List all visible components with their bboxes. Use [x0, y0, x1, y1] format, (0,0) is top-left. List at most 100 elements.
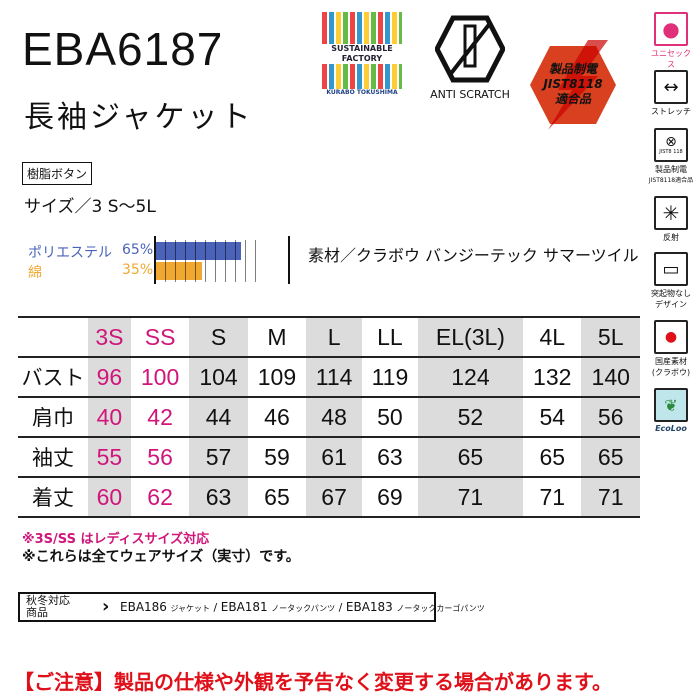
related-list: EBA186 ジャケット / EBA181 ノータックパンツ / EBA183 … [120, 600, 485, 614]
feature-label: ユニセックス [651, 49, 691, 69]
table-header-row: 3S SS S M L LL EL(3L) 4L 5L [18, 316, 640, 358]
size-value: 48 [306, 397, 363, 438]
polyester-pct: 65% [122, 242, 154, 258]
corner-cell [18, 316, 88, 358]
related-label-line: 秋冬対応 [26, 594, 70, 607]
feature-sublabel: デザイン [655, 300, 687, 309]
table-row: 着丈 60 62 63 65 67 69 71 71 71 [18, 477, 640, 518]
cotton-label: 綿 [28, 265, 42, 281]
product-code: EBA6187 [22, 23, 224, 75]
jis-antistatic-logo: 製品制電 JIST8118 適合品 [528, 40, 618, 130]
feature-domestic-material: ● 国産素材 (クラボウ) [648, 320, 694, 378]
feature-reflective: ✳ 反射 [648, 196, 694, 243]
size-value: 61 [306, 437, 363, 478]
logo-text: SUSTAINABLE [331, 44, 393, 53]
sustainable-factory-logo: SUSTAINABLE FACTORY KURABO TOKUSHIMA [322, 12, 402, 96]
divider [288, 236, 290, 284]
size-value: 71 [581, 477, 640, 518]
size-value: 119 [362, 357, 418, 398]
feature-stretch: ↔ ストレッチ [648, 70, 694, 117]
feature-unisex: ● ユニセックス [648, 12, 694, 70]
size-value: 65 [247, 477, 307, 518]
related-code[interactable]: EBA181 [220, 600, 268, 614]
size-value: 55 [88, 437, 131, 478]
size-range: サイズ／3 S～5L [24, 197, 156, 217]
anti-scratch-logo: ANTI SCRATCH [425, 14, 515, 101]
size-value: 65 [523, 437, 582, 478]
size-header: L [306, 316, 363, 358]
size-header: S [189, 316, 248, 358]
related-label: 秋冬対応 商品 [26, 595, 70, 619]
table-row: 袖丈 55 56 57 59 61 63 65 65 65 [18, 437, 640, 478]
related-desc: ノータックパンツ [271, 604, 336, 613]
logo-text: 製品制電 [548, 62, 597, 76]
logo-text: ANTI SCRATCH [430, 88, 510, 101]
logo-text: JIST8118 [543, 77, 603, 91]
related-code[interactable]: EBA186 [120, 600, 167, 614]
size-value: 59 [247, 437, 307, 478]
size-value: 60 [88, 477, 131, 518]
size-value: 114 [306, 357, 363, 398]
feature-sublabel: JIST8118適合品 [648, 177, 694, 184]
antistatic-icon: ⊗ JIST8 118 [654, 128, 688, 162]
size-value: 57 [189, 437, 248, 478]
feature-label: 製品制電 [655, 165, 687, 174]
size-value: 40 [88, 397, 131, 438]
feature-label: 突起物なし [651, 289, 691, 298]
size-value: 63 [189, 477, 248, 518]
size-value: 52 [417, 397, 524, 438]
size-value: 140 [581, 357, 640, 398]
size-value: 56 [581, 397, 640, 438]
stretch-icon: ↔ [654, 70, 688, 104]
size-header: 4L [523, 316, 582, 358]
size-value: 69 [362, 477, 418, 518]
size-value: 63 [362, 437, 418, 478]
size-value: 124 [417, 357, 524, 398]
size-value: 71 [523, 477, 582, 518]
material-composition: ポリエステル 65% 綿 35% [20, 236, 290, 286]
size-value: 104 [189, 357, 248, 398]
actual-size-note: ※これらは全てウェアサイズ（実寸）です。 [22, 549, 300, 565]
anti-scratch-icon [434, 15, 506, 83]
size-value: 65 [581, 437, 640, 478]
fabric-description: 素材／クラボウ バンジーテック サマーツイル [308, 246, 639, 265]
bar-axis [154, 236, 156, 284]
logo-text: 適合品 [554, 92, 591, 106]
warning-notice: 【ご注意】製品の仕様や外観を予告なく変更する場合があります。 [14, 670, 612, 694]
ladies-size-note: ※3S/SS はレディスサイズ対応 [22, 532, 210, 547]
size-value: 62 [130, 477, 190, 518]
size-value: 132 [523, 357, 582, 398]
size-value: 46 [247, 397, 307, 438]
related-products: 秋冬対応 商品 › EBA186 ジャケット / EBA181 ノータックパンツ … [18, 592, 485, 622]
size-header: 3S [88, 316, 131, 358]
feature-label: 反射 [663, 233, 679, 242]
feature-label: 国産素材 [655, 357, 687, 366]
lightning-hexagon-icon [530, 40, 616, 130]
row-label: バスト [18, 357, 88, 398]
no-protrusion-icon: ▭ [654, 252, 688, 286]
feature-antistatic: ⊗ JIST8 118 製品制電 JIST8118適合品 [648, 128, 694, 184]
unisex-icon: ● [654, 12, 688, 46]
table-row: バスト 96 100 104 109 114 119 124 132 140 [18, 357, 640, 398]
related-code[interactable]: EBA183 [345, 600, 393, 614]
related-desc: ノータックカーゴパンツ [396, 604, 485, 613]
feature-label: ストレッチ [651, 107, 691, 116]
size-value: 96 [88, 357, 131, 398]
size-value: 44 [189, 397, 248, 438]
feature-no-protrusion: ▭ 突起物なしデザイン [648, 252, 694, 310]
product-name: 長袖ジャケット [24, 100, 254, 135]
size-value: 67 [306, 477, 363, 518]
feature-ecoloo: ❦ EcoLoo [648, 388, 694, 433]
size-header: 5L [581, 316, 640, 358]
row-label: 肩巾 [18, 397, 88, 438]
ecoloo-icon: ❦ [654, 388, 688, 422]
size-value: 71 [417, 477, 524, 518]
polyester-label: ポリエステル [28, 245, 112, 261]
size-value: 54 [523, 397, 582, 438]
japan-flag-icon: ● [654, 320, 688, 354]
feature-sublabel: (クラボウ) [651, 368, 691, 377]
size-header: M [247, 316, 307, 358]
size-value: 42 [130, 397, 190, 438]
logo-text: FACTORY [341, 54, 383, 63]
row-label: 袖丈 [18, 437, 88, 478]
